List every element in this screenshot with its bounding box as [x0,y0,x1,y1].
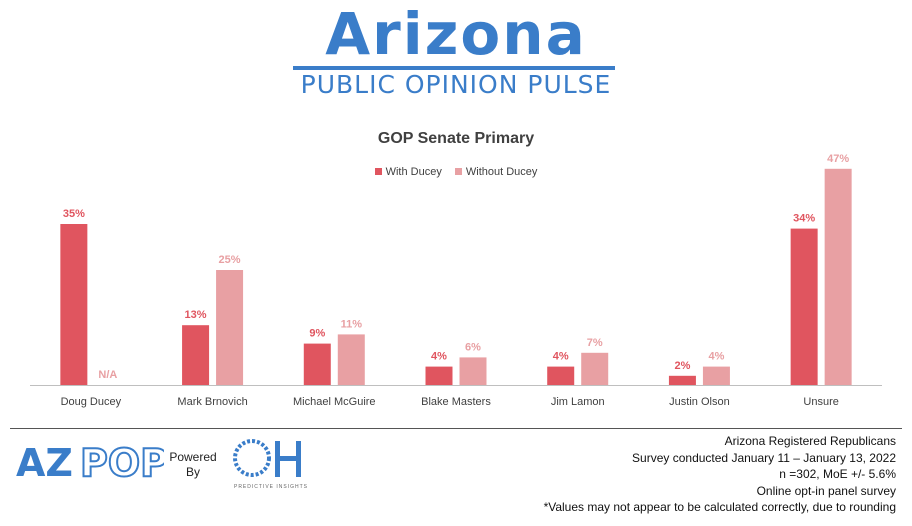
bar-with-ducey-justin-olson [668,375,696,385]
data-label-with-ducey-jim-lamon: 4% [553,351,569,363]
brand-divider [293,66,615,70]
data-label-without-ducey-michael-mcguire: 11% [341,318,363,330]
bar-without-ducey-michael-mcguire [337,334,365,385]
note-line: n =302, MoE +/- 5.6% [779,467,896,482]
bar-with-ducey-unsure [790,228,818,385]
svg-text:AZ: AZ [16,444,73,480]
note-line: *Values may not appear to be calculated … [543,500,896,515]
note-line: Arizona Registered Republicans [724,434,896,448]
data-label-without-ducey-blake-masters: 6% [465,341,481,353]
footer-divider [10,428,902,429]
data-label-without-ducey-mark-brnovich: 25% [219,254,241,266]
chart-title: GOP Senate Primary [377,130,535,147]
data-label-with-ducey-michael-mcguire: 9% [309,328,325,340]
category-label: Unsure [803,396,838,408]
note-line: Online opt-in panel survey [756,483,896,498]
data-label-without-ducey-jim-lamon: 7% [587,337,603,349]
brand-title: Arizona [325,0,587,68]
predictive-insights-caption: PREDICTIVE INSIGHTS [233,484,308,490]
survey-notes: Arizona Registered Republicans Survey co… [544,433,896,516]
powered-by-text: Powered By [169,450,217,479]
legend-label-with-ducey: With Ducey [385,166,442,178]
azpop-logo: AZ POP [16,444,164,480]
bar-without-ducey-mark-brnovich [216,270,244,385]
brand-subtitle: PUBLIC OPINION PULSE [300,70,612,99]
note-line: Survey conducted January 11 – January 13… [632,450,896,465]
bar-with-ducey-michael-mcguire [303,343,331,385]
legend-label-without-ducey: Without Ducey [465,166,538,178]
category-label: Justin Olson [669,396,730,408]
category-label: Blake Masters [421,396,491,408]
category-label: Michael McGuire [293,396,376,408]
category-label: Mark Brnovich [177,396,247,408]
bar-with-ducey-doug-ducey [60,224,88,385]
data-label-without-ducey-doug-ducey: N/A [98,369,117,381]
data-label-with-ducey-blake-masters: 4% [431,351,447,363]
data-label-without-ducey-justin-olson: 4% [708,351,724,363]
data-label-without-ducey-unsure: 47% [827,153,849,165]
bar-with-ducey-mark-brnovich [182,325,210,385]
chart-legend: With Ducey Without Ducey [0,166,912,178]
bar-without-ducey-jim-lamon [581,352,609,385]
svg-text:POP: POP [80,444,164,480]
category-label: Doug Ducey [61,396,122,408]
header: Arizona PUBLIC OPINION PULSE [0,0,912,110]
bar-without-ducey-unsure [824,168,852,385]
data-label-with-ducey-unsure: 34% [793,213,815,225]
bar-with-ducey-jim-lamon [547,366,575,385]
bar-with-ducey-blake-masters [425,366,453,385]
bar-without-ducey-justin-olson [702,366,730,385]
predictive-insights-logo [233,439,301,477]
data-label-with-ducey-doug-ducey: 35% [63,208,85,220]
legend-swatch-with-ducey [374,168,382,175]
legend-item-with-ducey: With Ducey [374,166,442,178]
legend-swatch-without-ducey [454,168,462,175]
legend-item-without-ducey: Without Ducey [454,166,538,178]
category-label: Jim Lamon [551,396,605,408]
data-label-with-ducey-justin-olson: 2% [674,360,690,372]
bar-chart: 35% N/A Doug Ducey 13% 25% Mark Brnovich 9% 11%… [30,153,882,408]
bar-without-ducey-blake-masters [459,357,487,385]
data-label-with-ducey-mark-brnovich: 13% [185,309,207,321]
